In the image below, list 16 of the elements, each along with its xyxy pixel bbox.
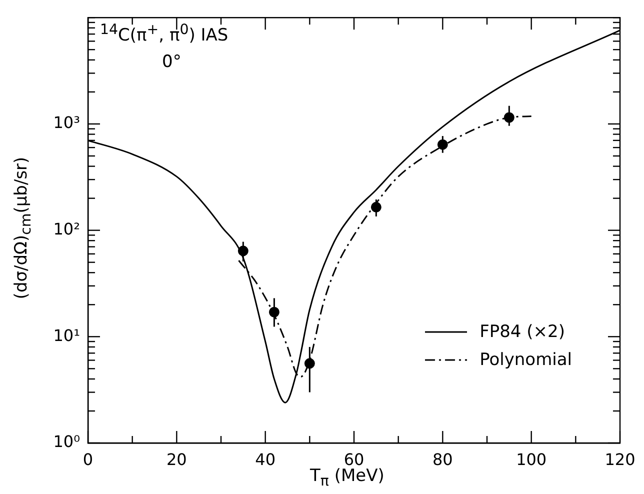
annotation: 0° (162, 52, 182, 72)
y-tick-label: 10³ (53, 113, 80, 132)
legend-label: Polynomial (480, 349, 572, 372)
y-tick-label: 10¹ (53, 326, 80, 345)
x-tick-label: 20 (166, 450, 187, 469)
x-tick-label: 100 (516, 450, 547, 469)
y-tick-label: 10² (53, 219, 80, 238)
legend-label: FP84 (×2) (480, 321, 565, 344)
x-tick-label: 40 (255, 450, 276, 469)
x-tick-label: 60 (344, 450, 364, 469)
annotation: $^{14}$C(π$^{+}$, π$^{0}$) IAS (100, 22, 228, 46)
x-tick-label: 120 (604, 450, 636, 469)
x-tick-label: 0 (82, 450, 94, 469)
x-tick-label: 80 (432, 450, 453, 469)
y-tick-label: 10⁰ (53, 432, 80, 452)
x-axis-title: T$_{π}$ (MeV) (310, 466, 384, 490)
